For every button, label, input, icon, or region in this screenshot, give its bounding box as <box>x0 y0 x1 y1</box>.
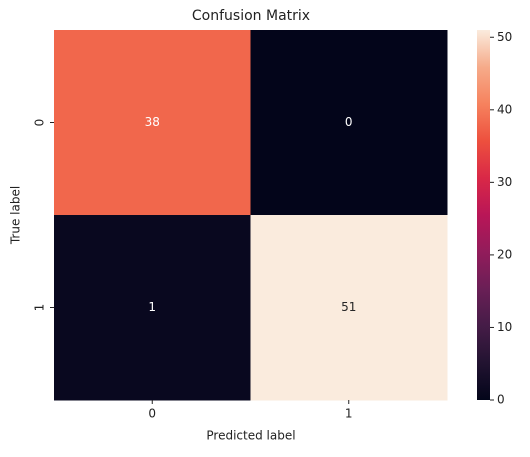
y-axis-label: True label <box>9 186 23 245</box>
colorbar-tick-label: 10 <box>497 320 512 334</box>
x-axis-label: Predicted label <box>206 429 295 443</box>
cell-label: 51 <box>341 300 356 314</box>
colorbar-tick-label: 0 <box>497 393 505 407</box>
cell-label: 38 <box>145 115 160 129</box>
colorbar <box>477 30 490 400</box>
x-tick-label: 0 <box>148 407 156 421</box>
x-tick-label: 1 <box>345 407 353 421</box>
y-tick-label: 0 <box>33 119 47 127</box>
colorbar-tick-label: 20 <box>497 247 512 261</box>
colorbar-tick-label: 50 <box>497 30 512 44</box>
y-tick-label: 1 <box>33 304 47 312</box>
cell-label: 1 <box>148 300 156 314</box>
heatmap-cell <box>54 215 251 401</box>
heatmap-cell <box>250 30 448 216</box>
colorbar-tick-label: 30 <box>497 175 512 189</box>
chart-title: Confusion Matrix <box>192 8 310 24</box>
heatmap-cell <box>250 215 448 401</box>
heatmap-cell <box>54 30 251 216</box>
cell-label: 0 <box>345 115 353 129</box>
colorbar-tick-label: 40 <box>497 102 512 116</box>
